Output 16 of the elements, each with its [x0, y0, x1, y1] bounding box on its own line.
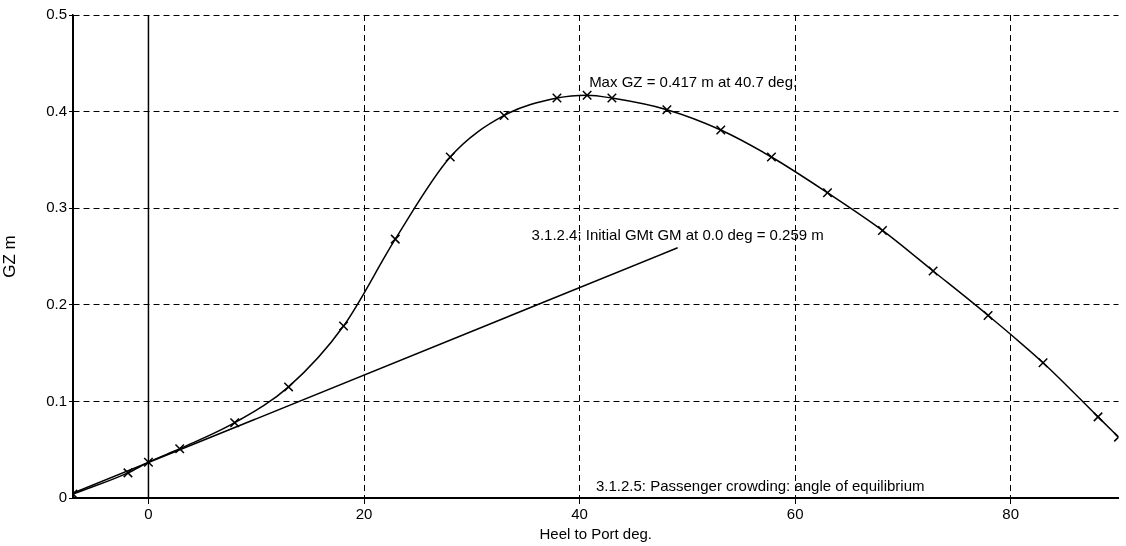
x-axis-title: Heel to Port deg. — [539, 525, 653, 543]
x-tick-label: 60 — [786, 505, 804, 523]
y-tick-label: 0 — [58, 488, 67, 506]
annotation: Max GZ = 0.417 m at 40.7 deg. — [589, 73, 798, 91]
y-tick-label: 0.1 — [46, 391, 67, 409]
y-axis-title: GZ m — [0, 235, 19, 278]
annotation: 3.1.2.4: Initial GMt GM at 0.0 deg = 0.259 m — [531, 225, 824, 243]
y-tick-label: 0.2 — [46, 294, 67, 312]
y-tick-label: 0.5 — [46, 5, 67, 23]
annotation: 3.1.2.5: Passenger crowding: angle of equilibrium — [595, 477, 925, 494]
y-tick-label: 0.3 — [46, 198, 67, 216]
x-tick-label: 20 — [355, 505, 373, 523]
y-tick-label: 0.4 — [46, 101, 67, 119]
x-tick-label: 0 — [144, 505, 153, 523]
x-tick-label: 80 — [1002, 505, 1020, 523]
x-tick-label: 40 — [571, 505, 588, 523]
